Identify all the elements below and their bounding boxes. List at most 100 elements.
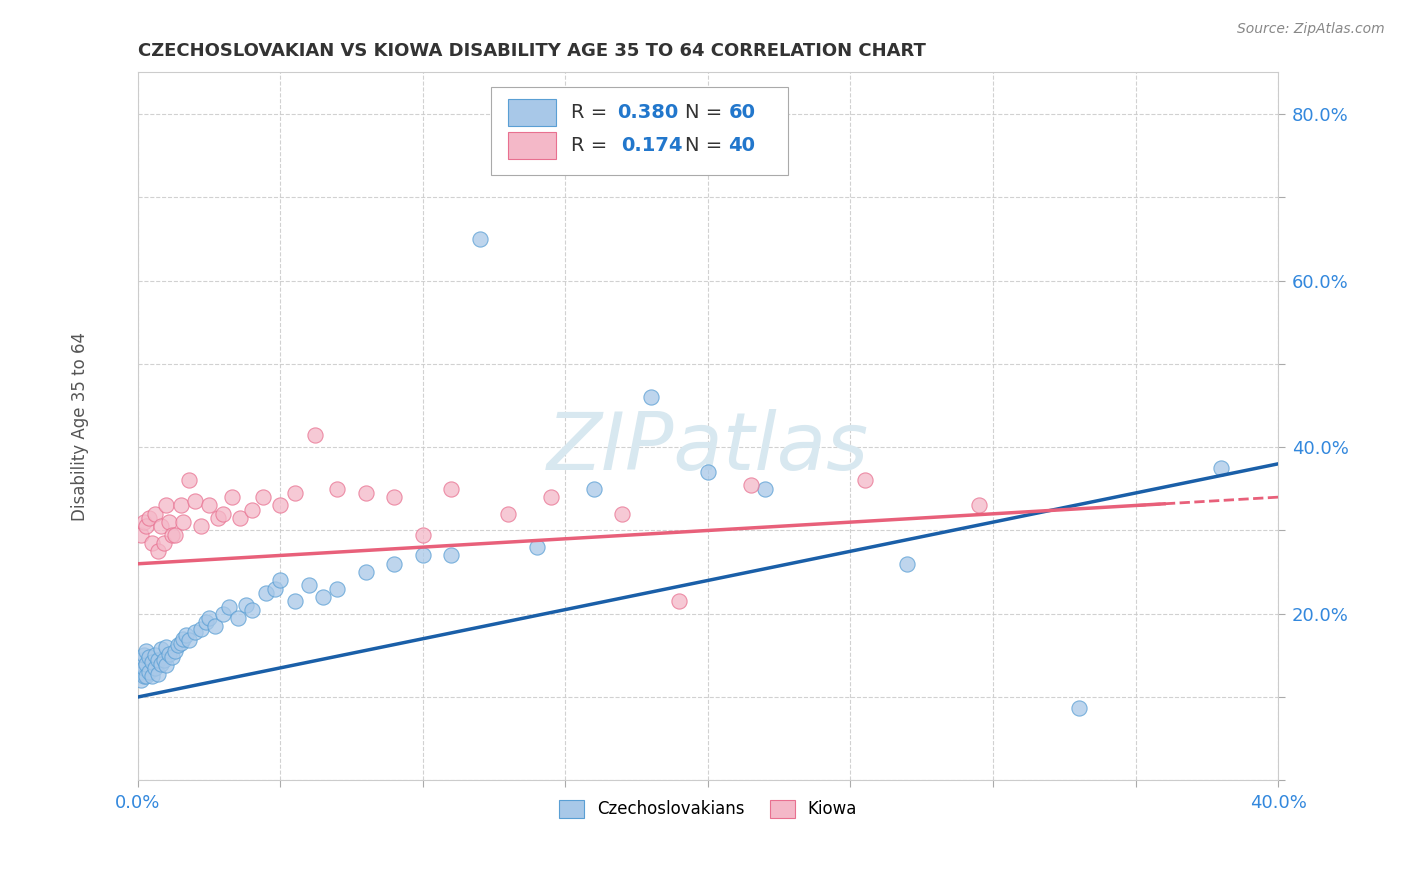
Point (853, 474, 876, 488)
Point (132, 661, 155, 675)
Text: 0.174: 0.174 (621, 136, 683, 155)
Point (384, 557, 406, 571)
Point (498, 507, 520, 521)
Point (284, 486, 307, 500)
Point (967, 499, 990, 513)
Point (412, 527, 434, 541)
Point (263, 582, 285, 596)
Point (155, 658, 177, 673)
Point (135, 657, 157, 671)
Point (149, 519, 172, 533)
Point (132, 669, 155, 683)
Y-axis label: Disability Age 35 to 64: Disability Age 35 to 64 (72, 332, 89, 521)
Point (212, 507, 235, 521)
Point (129, 665, 152, 679)
Point (218, 600, 240, 615)
Point (146, 666, 169, 681)
Point (190, 519, 212, 533)
Point (754, 482, 776, 496)
Point (138, 650, 160, 665)
Text: 0.380: 0.380 (617, 103, 678, 121)
Point (354, 486, 377, 500)
Point (326, 582, 349, 596)
Point (235, 599, 257, 613)
Point (384, 490, 406, 504)
Point (155, 640, 177, 654)
Point (143, 661, 166, 675)
Text: ZIPatlas: ZIPatlas (547, 409, 869, 487)
FancyBboxPatch shape (491, 87, 787, 175)
Point (269, 499, 291, 513)
Point (582, 482, 605, 496)
Point (160, 527, 183, 541)
Point (163, 527, 186, 541)
Point (198, 611, 221, 625)
Text: R =: R = (571, 136, 620, 155)
Point (169, 499, 191, 513)
Point (129, 652, 152, 666)
Point (135, 669, 157, 683)
Point (212, 607, 235, 621)
Text: CZECHOSLOVAKIAN VS KIOWA DISABILITY AGE 35 TO 64 CORRELATION CHART: CZECHOSLOVAKIAN VS KIOWA DISABILITY AGE … (138, 42, 925, 60)
Point (229, 511, 252, 525)
Point (146, 544, 169, 558)
Point (172, 515, 194, 529)
Point (176, 627, 198, 641)
Point (304, 427, 326, 442)
Point (540, 490, 562, 504)
Point (138, 665, 160, 679)
Text: 60: 60 (728, 103, 755, 121)
Point (697, 465, 720, 479)
Point (326, 482, 349, 496)
Point (172, 632, 194, 646)
Point (204, 619, 226, 633)
Point (157, 515, 180, 529)
FancyBboxPatch shape (509, 132, 557, 159)
Point (240, 502, 263, 516)
Text: R =: R = (571, 103, 613, 121)
Point (129, 673, 152, 688)
Point (668, 594, 690, 608)
Point (132, 648, 155, 663)
Point (169, 636, 191, 650)
Text: N =: N = (685, 136, 728, 155)
Point (254, 586, 277, 600)
Point (195, 615, 218, 629)
Legend: Czechoslovakians, Kiowa: Czechoslovakians, Kiowa (553, 793, 863, 825)
Text: 40: 40 (728, 136, 755, 155)
Point (440, 482, 463, 496)
Point (141, 536, 163, 550)
Point (149, 641, 172, 656)
Point (149, 657, 172, 671)
Point (440, 549, 463, 563)
Point (221, 490, 243, 504)
Point (612, 507, 634, 521)
Point (207, 511, 229, 525)
Point (896, 557, 918, 571)
Point (138, 511, 160, 525)
Point (1067, 701, 1090, 715)
Point (240, 602, 263, 616)
Point (740, 477, 762, 491)
Point (526, 540, 548, 554)
Point (141, 669, 163, 683)
Text: Source: ZipAtlas.com: Source: ZipAtlas.com (1237, 22, 1385, 37)
Point (252, 490, 274, 504)
Point (184, 625, 207, 640)
Point (135, 519, 157, 533)
Point (190, 622, 212, 636)
Point (163, 644, 186, 658)
Point (141, 655, 163, 669)
Point (132, 515, 155, 529)
Point (640, 390, 662, 404)
Point (468, 232, 491, 246)
Point (179, 474, 201, 488)
Point (198, 499, 221, 513)
Point (146, 652, 169, 666)
Point (312, 590, 335, 604)
Point (160, 650, 183, 665)
Point (143, 648, 166, 663)
Point (157, 647, 180, 661)
Point (143, 507, 166, 521)
Point (152, 652, 174, 666)
